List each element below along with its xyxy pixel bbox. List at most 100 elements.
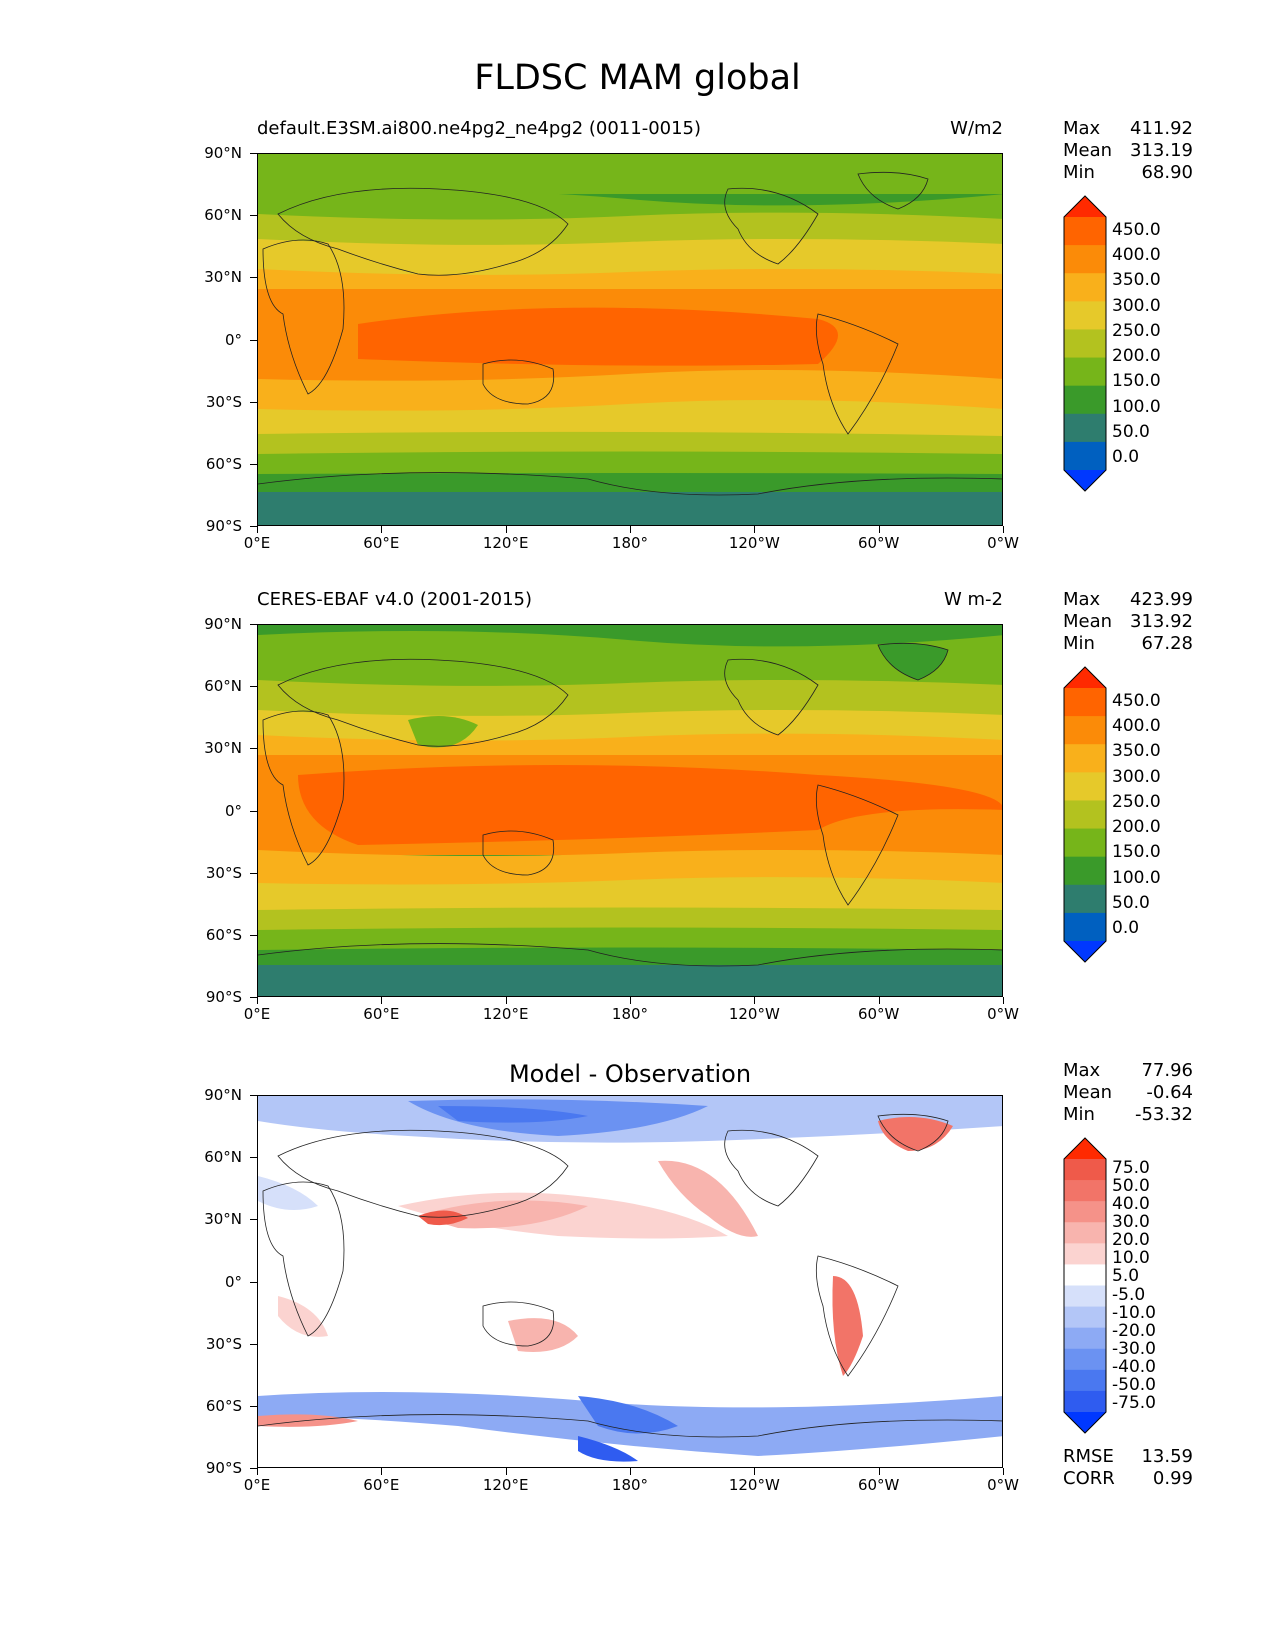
figure-title: FLDSC MAM global — [474, 58, 801, 98]
lat-tick-label: 90°N — [204, 1086, 242, 1104]
lat-tick-label: 90°S — [205, 1459, 242, 1477]
lon-tick-mark — [381, 997, 383, 1004]
lat-tick-mark — [250, 1343, 257, 1345]
lon-tick-mark — [1003, 997, 1004, 1004]
lon-tick-mark — [257, 997, 258, 1004]
lon-tick-mark — [257, 526, 258, 533]
colorbar-extend-max — [1064, 1138, 1106, 1159]
colorbar-label: 100.0 — [1112, 396, 1161, 417]
colorbar-segment — [1064, 1369, 1106, 1392]
lat-tick-mark — [250, 748, 257, 750]
rmse-label: RMSE — [1063, 1446, 1114, 1467]
stat-mean-label: Mean — [1063, 611, 1113, 632]
lat-tick-label: 60°S — [205, 925, 242, 944]
lon-tick-label: 0°W — [987, 1476, 1019, 1494]
lat-tick-label: 90°S — [205, 988, 242, 1006]
lon-tick-mark — [630, 1468, 631, 1475]
colorbar-segment — [1064, 800, 1106, 830]
lat-tick-mark — [250, 934, 257, 936]
colorbar-extend-max — [1064, 667, 1106, 688]
colorbar-segment — [1064, 856, 1106, 886]
stats-difference: Max 77.96 Mean -0.64 Min -53.32 — [1063, 1060, 1193, 1126]
colorbar-label: 20.0 — [1112, 1230, 1150, 1251]
lon-tick-mark — [630, 997, 631, 1004]
map-model[interactable] — [257, 153, 1003, 526]
lon-tick-mark — [878, 526, 880, 533]
colorbar-segment — [1064, 1159, 1106, 1181]
lat-tick-label: 60°S — [205, 1396, 242, 1415]
lon-tick-mark — [505, 997, 507, 1004]
stats-observation: Max 423.99 Mean 313.92 Min 67.28 — [1063, 589, 1193, 655]
stat-mean-value: 313.92 — [1130, 611, 1193, 632]
stat-max-value: 77.96 — [1141, 1060, 1193, 1081]
colorbar-label: 350.0 — [1112, 741, 1161, 762]
colorbar-label: 50.0 — [1112, 1176, 1150, 1197]
lat-tick-label: 60°N — [204, 1148, 242, 1167]
lat-tick-mark — [250, 1281, 257, 1283]
lon-tick-label: 60°E — [363, 534, 400, 552]
lat-tick-label: 30°S — [205, 863, 242, 882]
lon-tick-mark — [754, 997, 756, 1004]
colorbar-outline — [1063, 195, 1107, 492]
colorbar-label: 50.0 — [1112, 422, 1150, 443]
lat-tick-label: 60°N — [204, 677, 242, 696]
lon-tick-label: 120°E — [482, 1476, 529, 1494]
colorbar-segment — [1064, 912, 1106, 942]
colorbar-segment — [1064, 828, 1106, 858]
lat-tick-label: 60°N — [204, 206, 242, 225]
colorbar-label: -30.0 — [1112, 1338, 1156, 1359]
lat-tick-mark — [250, 463, 257, 465]
lat-tick-mark — [250, 1405, 257, 1407]
colorbar-label: 200.0 — [1112, 346, 1161, 367]
lat-tick-label: 90°S — [205, 517, 242, 535]
colorbar-segment — [1064, 357, 1106, 387]
colorbar-segment — [1064, 1285, 1106, 1308]
lon-tick-mark — [630, 526, 631, 533]
colorbar-label: 350.0 — [1112, 270, 1161, 291]
colorbar-extend-max — [1064, 196, 1106, 217]
colorbar-label: 0.0 — [1112, 918, 1140, 939]
colorbar-segment — [1064, 1201, 1106, 1223]
colorbar-label: 200.0 — [1112, 817, 1161, 838]
lat-tick-mark — [250, 624, 257, 625]
stat-max-label: Max — [1063, 118, 1101, 139]
stat-mean-value: 313.19 — [1130, 140, 1193, 161]
lat-tick-mark — [250, 1219, 257, 1221]
lon-tick-label: 120°W — [728, 1476, 780, 1494]
lat-tick-mark — [250, 686, 257, 688]
colorbar-label: 50.0 — [1112, 893, 1150, 914]
lon-tick-mark — [505, 1468, 507, 1475]
colorbar-label: 150.0 — [1112, 842, 1161, 863]
lon-tick-mark — [257, 1468, 258, 1475]
colorbar-segment — [1064, 1306, 1106, 1329]
lat-tick-mark — [250, 997, 257, 998]
lon-tick-label: 120°W — [728, 534, 780, 552]
colorbar-label: 0.0 — [1112, 447, 1140, 468]
lon-tick-label: 120°E — [482, 534, 529, 552]
stat-max-label: Max — [1063, 1060, 1101, 1081]
lon-tick-label: 180° — [611, 1476, 649, 1494]
panel-observation-title: CERES-EBAF v4.0 (2001-2015) — [257, 589, 533, 610]
lat-tick-label: 30°S — [205, 1334, 242, 1353]
colorbar-segment — [1064, 1222, 1106, 1244]
lat-tick-mark — [250, 339, 257, 341]
colorbar-segment — [1064, 884, 1106, 914]
lat-tick-mark — [250, 526, 257, 527]
colorbar-extend-min — [1064, 1412, 1106, 1433]
lon-tick-mark — [1003, 526, 1004, 533]
colorbar-label: 5.0 — [1112, 1266, 1140, 1287]
lon-tick-label: 0°W — [987, 1005, 1019, 1023]
colorbar-label: 300.0 — [1112, 295, 1161, 316]
lat-tick-mark — [250, 810, 257, 812]
lat-tick-mark — [250, 215, 257, 217]
colorbar-label: -10.0 — [1112, 1302, 1156, 1323]
lat-tick-label: 30°N — [204, 1210, 242, 1229]
colorbar-outline — [1063, 1137, 1107, 1434]
colorbar-segment — [1064, 273, 1106, 302]
map-difference[interactable] — [257, 1095, 1003, 1468]
map-observation[interactable] — [257, 624, 1003, 997]
colorbar-segment — [1064, 1390, 1106, 1413]
lon-tick-label: 120°W — [728, 1005, 780, 1023]
panel-model-units: W/m2 — [950, 118, 1003, 139]
stat-mean-value: -0.64 — [1146, 1082, 1193, 1103]
